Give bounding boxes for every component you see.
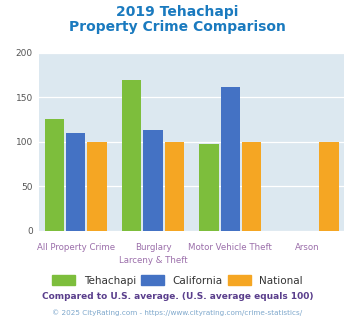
Text: 2019 Tehachapi: 2019 Tehachapi — [116, 5, 239, 19]
Bar — [143, 130, 163, 231]
Bar — [221, 87, 240, 231]
Bar — [319, 142, 339, 231]
Bar — [66, 133, 86, 231]
Text: Arson: Arson — [295, 243, 320, 251]
Bar — [200, 144, 219, 231]
Bar — [165, 142, 184, 231]
Bar — [45, 119, 64, 231]
Bar — [87, 142, 107, 231]
Text: Larceny & Theft: Larceny & Theft — [119, 256, 187, 265]
Text: Motor Vehicle Theft: Motor Vehicle Theft — [189, 243, 272, 251]
Text: All Property Crime: All Property Crime — [37, 243, 115, 251]
Bar — [242, 142, 261, 231]
Text: Compared to U.S. average. (U.S. average equals 100): Compared to U.S. average. (U.S. average … — [42, 292, 313, 301]
Text: Burglary: Burglary — [135, 243, 171, 251]
Legend: Tehachapi, California, National: Tehachapi, California, National — [48, 271, 307, 290]
Text: Property Crime Comparison: Property Crime Comparison — [69, 20, 286, 34]
Text: © 2025 CityRating.com - https://www.cityrating.com/crime-statistics/: © 2025 CityRating.com - https://www.city… — [53, 310, 302, 316]
Bar — [122, 81, 141, 231]
